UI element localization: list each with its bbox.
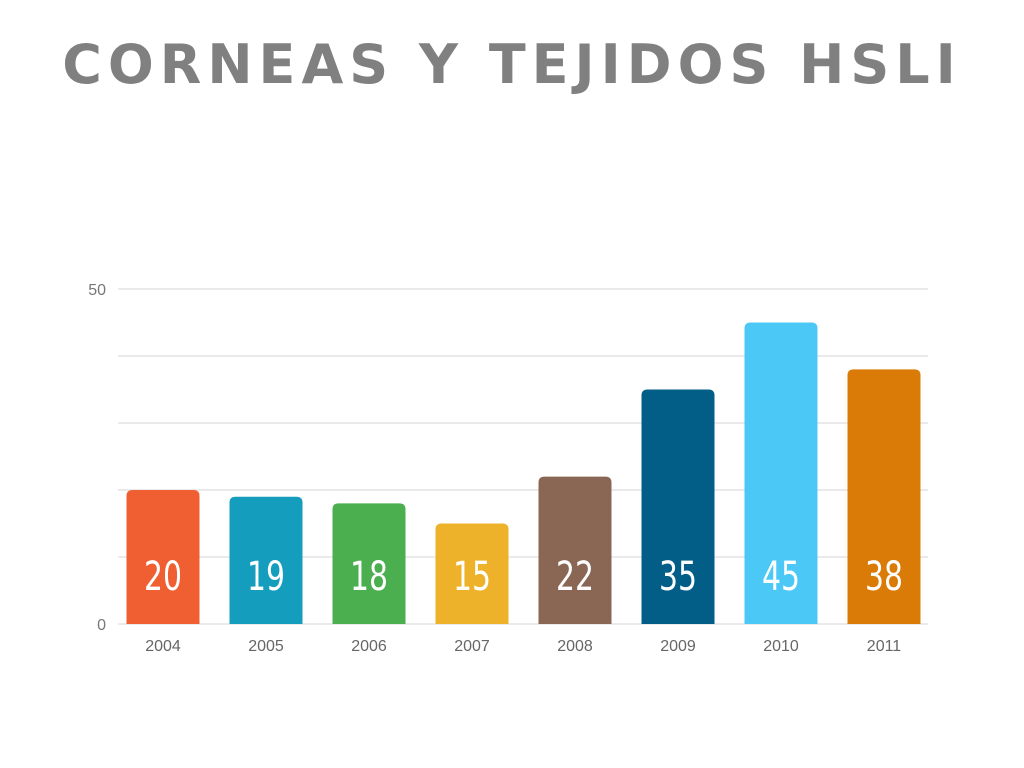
x-tick-label-2005: 2005 xyxy=(248,638,284,655)
bar-2007 xyxy=(435,523,509,624)
value-label-2007: 15 xyxy=(453,554,491,600)
bar-2010 xyxy=(744,322,818,624)
value-label-2005: 19 xyxy=(247,554,285,600)
value-labels: 20 19 18 15 22 35 45 38 xyxy=(144,554,903,600)
value-label-2008: 22 xyxy=(556,554,594,600)
value-label-2004: 20 xyxy=(144,554,182,600)
bar-2005 xyxy=(229,496,303,624)
x-tick-label-2004: 2004 xyxy=(145,638,181,655)
x-tick-label-2010: 2010 xyxy=(763,638,799,655)
x-tick-label-2006: 2006 xyxy=(351,638,387,655)
x-tick-label-2007: 2007 xyxy=(454,638,490,655)
chart-title: CORNEAS Y TEJIDOS HSLI xyxy=(62,33,962,96)
bar-2009 xyxy=(641,389,715,624)
value-label-2011: 38 xyxy=(865,554,903,600)
x-tick-label-2009: 2009 xyxy=(660,638,696,655)
y-axis-ticks: 0 50 xyxy=(88,282,106,634)
bar-2008 xyxy=(538,476,612,624)
x-tick-label-2011: 2011 xyxy=(867,638,902,655)
bar-2004 xyxy=(126,490,200,624)
y-tick-label: 0 xyxy=(97,617,106,634)
value-label-2006: 18 xyxy=(350,554,388,600)
value-label-2009: 35 xyxy=(659,554,697,600)
x-axis-ticks: 2004 2005 2006 2007 2008 2009 2010 2011 xyxy=(145,638,901,655)
bars xyxy=(126,322,921,624)
x-tick-label-2008: 2008 xyxy=(557,638,593,655)
bar-2011 xyxy=(847,369,921,624)
y-tick-label: 50 xyxy=(88,282,106,299)
bar-2006 xyxy=(332,503,406,624)
value-label-2010: 45 xyxy=(762,554,800,600)
